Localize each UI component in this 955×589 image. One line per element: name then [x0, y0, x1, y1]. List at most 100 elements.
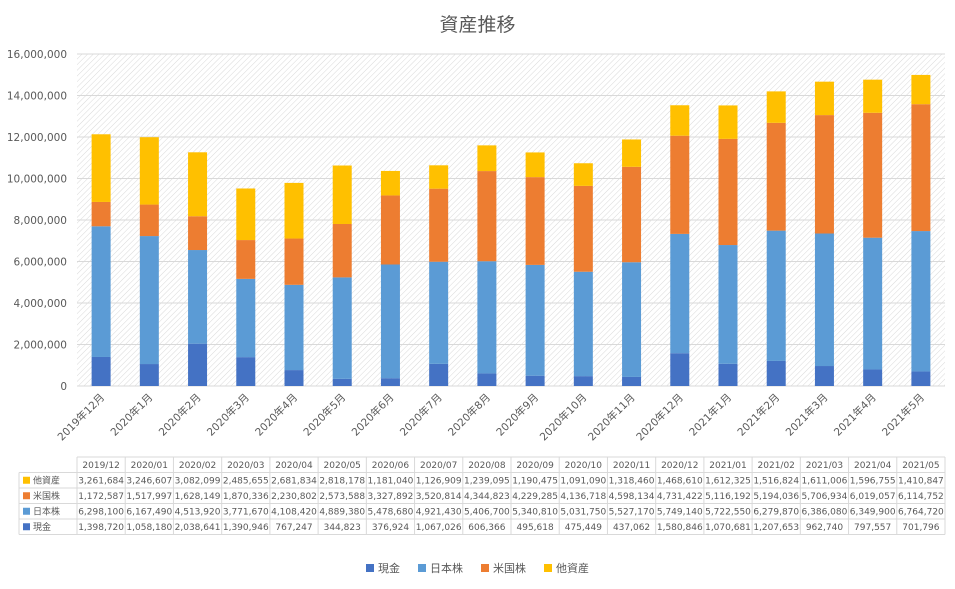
bar	[814, 233, 834, 367]
bar	[622, 166, 642, 263]
table-cell: 2,681,834	[271, 477, 317, 487]
bar	[380, 378, 400, 386]
y-tick-label: 10,000,000	[7, 174, 67, 186]
bar	[911, 104, 931, 232]
table-cell: 344,823	[324, 523, 361, 533]
table-cell: 6,167,490	[126, 508, 172, 518]
bar	[139, 236, 159, 365]
bar	[236, 188, 256, 241]
y-tick-label: 4,000,000	[14, 298, 67, 310]
table-header: 2020/07	[420, 461, 457, 471]
bar	[766, 360, 786, 386]
table-cell: 2,038,641	[175, 523, 221, 533]
table-cell: 5,527,170	[609, 508, 655, 518]
table-header: 2020/11	[613, 461, 650, 471]
table-cell: 3,261,684	[78, 477, 124, 487]
x-tick-label: 2021年4月	[831, 391, 879, 439]
table-cell: 1,612,325	[705, 477, 751, 487]
legend-item: 日本株	[418, 560, 463, 576]
legend-item: 米国株	[481, 560, 526, 576]
y-tick-label: 8,000,000	[14, 215, 67, 227]
table-row-label: 米国株	[33, 490, 60, 502]
bar	[477, 261, 497, 374]
table-cell: 767,247	[275, 523, 312, 533]
legend-label: 他資産	[556, 562, 589, 575]
bar	[718, 363, 738, 386]
table-cell: 5,031,750	[560, 508, 606, 518]
table-cell: 6,019,057	[850, 492, 896, 502]
table-cell: 2,818,178	[319, 477, 365, 487]
bar	[911, 231, 931, 372]
legend-item: 現金	[366, 560, 400, 576]
bar	[477, 145, 497, 172]
bar	[622, 262, 642, 377]
table-cell: 5,722,550	[705, 508, 751, 518]
bar	[380, 170, 400, 196]
bar	[188, 216, 208, 251]
x-tick-label: 2021年3月	[783, 391, 831, 439]
table-cell: 1,207,653	[753, 523, 799, 533]
bar	[91, 226, 111, 357]
chart-legend: 現金 日本株 米国株 他資産	[0, 560, 955, 576]
bar	[91, 134, 111, 202]
table-cell: 1,070,681	[705, 523, 751, 533]
table-cell: 606,366	[468, 523, 505, 533]
bar	[139, 137, 159, 205]
table-cell: 1,126,909	[416, 477, 462, 487]
table-cell: 1,870,336	[223, 492, 269, 502]
y-tick-label: 16,000,000	[7, 49, 67, 61]
table-legend-key	[23, 507, 30, 515]
legend-item: 他資産	[544, 560, 589, 576]
table-header: 2020/04	[275, 461, 313, 471]
table-cell: 5,706,934	[802, 492, 848, 502]
bar	[236, 357, 256, 386]
bar	[429, 165, 449, 189]
x-tick-label: 2020年11月	[585, 391, 637, 443]
table-cell: 1,067,026	[416, 523, 462, 533]
table-cell: 1,596,755	[850, 477, 896, 487]
table-cell: 4,731,422	[657, 492, 703, 502]
x-tick-label: 2020年7月	[397, 391, 445, 439]
bar	[766, 122, 786, 231]
legend-label: 日本株	[430, 562, 463, 575]
table-header: 2020/12	[661, 461, 698, 471]
bar	[284, 182, 304, 239]
x-tick-label: 2020年6月	[349, 391, 397, 439]
bar	[670, 105, 690, 136]
table-header: 2020/03	[227, 461, 264, 471]
table-cell: 6,279,870	[753, 508, 799, 518]
bar	[188, 250, 208, 344]
bar	[670, 135, 690, 234]
bar	[814, 366, 834, 386]
table-cell: 5,116,192	[705, 492, 751, 502]
table-cell: 4,344,823	[464, 492, 510, 502]
bar	[573, 163, 593, 186]
table-cell: 2,573,588	[319, 492, 365, 502]
bar	[573, 376, 593, 386]
table-cell: 5,749,140	[657, 508, 703, 518]
table-cell: 5,340,810	[512, 508, 558, 518]
table-header: 2020/06	[372, 461, 410, 471]
table-header: 2021/05	[902, 461, 939, 471]
bar	[284, 238, 304, 285]
table-cell: 2,485,655	[223, 477, 269, 487]
bar	[863, 112, 883, 238]
table-header: 2019/12	[82, 461, 119, 471]
bar	[332, 378, 352, 386]
bar	[911, 371, 931, 386]
table-cell: 1,580,846	[657, 523, 703, 533]
table-cell: 1,190,475	[512, 477, 558, 487]
table-cell: 1,181,040	[368, 477, 414, 487]
table-header: 2021/04	[854, 461, 892, 471]
table-row-label: 現金	[33, 521, 51, 533]
table-cell: 701,796	[902, 523, 939, 533]
table-row-label: 日本株	[33, 506, 60, 518]
table-cell: 6,764,720	[898, 508, 944, 518]
legend-swatch	[366, 564, 374, 572]
bar	[429, 363, 449, 386]
bar	[332, 165, 352, 224]
bar	[380, 264, 400, 379]
table-header: 2021/01	[709, 461, 746, 471]
table-cell: 475,449	[565, 523, 602, 533]
